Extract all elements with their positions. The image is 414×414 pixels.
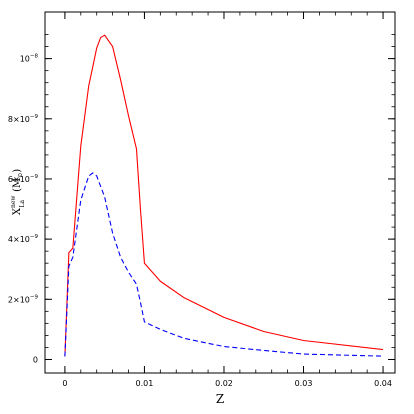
y-tick-label-exponent: −8 <box>30 54 39 60</box>
y-tick-label: 2×10−9 <box>8 294 39 304</box>
y-tick-label: 6×10−9 <box>8 174 39 184</box>
y-axis-title-units-sub: ⊙ <box>17 173 24 178</box>
x-tick-label: 0 <box>62 379 67 388</box>
x-tick-label: 0.04 <box>374 379 392 388</box>
y-axis-title-superscript: new <box>10 195 17 208</box>
y-tick-label: 8×10−9 <box>8 114 39 124</box>
x-axis-title: Z <box>216 392 224 406</box>
y-tick-label-base: 0 <box>33 355 38 364</box>
series-line-1 <box>64 34 384 357</box>
y-tick-label: 4×10−9 <box>8 234 39 244</box>
y-tick-label-base: 6×10 <box>8 175 30 184</box>
y-tick-label-base: 4×10 <box>8 235 30 244</box>
x-tick-label: 0.03 <box>295 379 313 388</box>
y-tick-label-base: 10 <box>20 55 30 64</box>
y-tick-label-base: 8×10 <box>8 115 30 124</box>
y-axis-title-subscript: La <box>19 199 26 207</box>
x-tick-label: 0.01 <box>136 379 154 388</box>
y-axis-title-units: (M <box>12 178 23 192</box>
y-tick-label: 0 <box>33 355 38 364</box>
y-axis-title-units-end: ) <box>12 169 23 173</box>
y-axis-title-base: X <box>12 207 23 215</box>
series-layer <box>64 34 384 357</box>
y-tick-label: 10−8 <box>20 54 39 64</box>
x-axis-ticks: 0 0.01 0.02 0.03 0.04 <box>62 12 392 388</box>
series-line-2 <box>64 172 384 357</box>
y-axis-ticks: 02×10−94×10−96×10−98×10−910−8 <box>8 34 395 364</box>
y-tick-label-exponent: −9 <box>30 174 39 180</box>
y-tick-label-exponent: −9 <box>30 234 39 240</box>
y-tick-label-base: 2×10 <box>8 295 30 304</box>
plot-frame <box>44 11 396 374</box>
x-tick-label: 0.02 <box>215 379 233 388</box>
y-tick-label-exponent: −9 <box>30 114 39 120</box>
y-tick-label-exponent: −9 <box>30 294 39 300</box>
y-axis-title: Xnew La (M⊙) <box>10 169 26 215</box>
